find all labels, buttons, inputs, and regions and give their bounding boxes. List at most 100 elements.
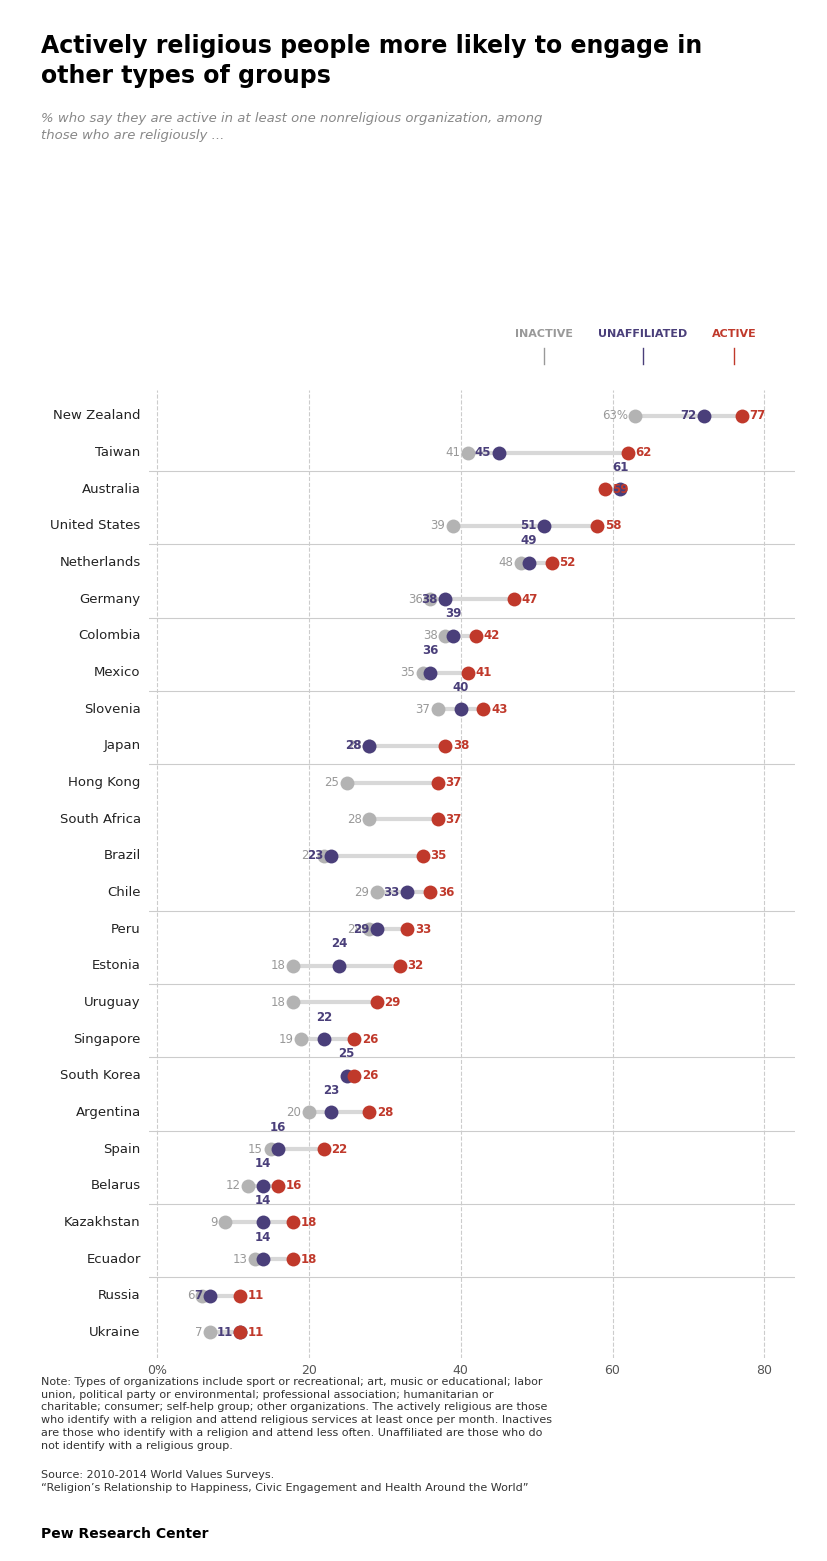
Text: 41: 41 bbox=[476, 667, 491, 679]
Text: 22: 22 bbox=[331, 1143, 347, 1155]
Point bbox=[469, 623, 482, 648]
Text: Source: 2010-2014 World Values Surveys.
“Religion’s Relationship to Happiness, C: Source: 2010-2014 World Values Surveys. … bbox=[41, 1470, 528, 1492]
Text: 38: 38 bbox=[421, 593, 437, 606]
Point bbox=[317, 1027, 330, 1052]
Point bbox=[294, 1027, 308, 1052]
Text: 16: 16 bbox=[270, 1121, 286, 1133]
Text: 28: 28 bbox=[345, 740, 361, 752]
Text: 38: 38 bbox=[452, 740, 469, 752]
Point bbox=[537, 514, 550, 539]
Text: Note: Types of organizations include sport or recreational; art, music or educat: Note: Types of organizations include spo… bbox=[41, 1377, 552, 1450]
Point bbox=[256, 1247, 270, 1272]
Point bbox=[431, 770, 444, 795]
Point bbox=[590, 514, 603, 539]
Point bbox=[438, 587, 452, 612]
Text: 18: 18 bbox=[301, 1216, 317, 1229]
Text: 22: 22 bbox=[301, 849, 316, 862]
Text: INACTIVE: INACTIVE bbox=[514, 329, 572, 339]
Point bbox=[362, 734, 375, 759]
Text: 9: 9 bbox=[210, 1216, 218, 1229]
Text: 49: 49 bbox=[520, 534, 537, 548]
Point bbox=[248, 1247, 261, 1272]
Point bbox=[362, 916, 375, 941]
Point bbox=[286, 954, 299, 979]
Text: 12: 12 bbox=[225, 1179, 240, 1193]
Text: 16: 16 bbox=[285, 1179, 302, 1193]
Text: 62: 62 bbox=[634, 446, 651, 459]
Point bbox=[431, 696, 444, 721]
Text: 29: 29 bbox=[354, 887, 369, 899]
Point bbox=[506, 587, 519, 612]
Text: 42: 42 bbox=[483, 629, 500, 643]
Point bbox=[340, 770, 353, 795]
Text: 28: 28 bbox=[347, 740, 361, 752]
Point bbox=[286, 1210, 299, 1235]
Text: 15: 15 bbox=[248, 1143, 263, 1155]
Point bbox=[400, 916, 414, 941]
Point bbox=[324, 843, 337, 868]
Point bbox=[696, 403, 710, 428]
Point bbox=[438, 623, 452, 648]
Point bbox=[264, 1136, 277, 1161]
Text: 51: 51 bbox=[519, 520, 536, 532]
Point bbox=[362, 807, 375, 832]
Text: 39: 39 bbox=[444, 607, 461, 620]
Point bbox=[423, 660, 437, 685]
Text: 61: 61 bbox=[611, 460, 628, 475]
Text: 58: 58 bbox=[605, 520, 621, 532]
Point bbox=[241, 1174, 254, 1199]
Point bbox=[544, 549, 557, 574]
Text: 19: 19 bbox=[278, 1033, 293, 1046]
Point bbox=[203, 1283, 216, 1308]
Point bbox=[370, 916, 383, 941]
Text: 23: 23 bbox=[323, 1083, 339, 1097]
Text: 14: 14 bbox=[255, 1194, 271, 1207]
Text: 43: 43 bbox=[490, 702, 507, 715]
Point bbox=[317, 1136, 330, 1161]
Point bbox=[271, 1174, 284, 1199]
Point bbox=[415, 660, 428, 685]
Text: 18: 18 bbox=[270, 996, 285, 1008]
Text: 14: 14 bbox=[255, 1157, 271, 1171]
Point bbox=[431, 807, 444, 832]
Point bbox=[233, 1321, 246, 1346]
Point bbox=[446, 514, 459, 539]
Point bbox=[256, 1210, 270, 1235]
Text: 33: 33 bbox=[414, 923, 431, 935]
Text: 48: 48 bbox=[499, 556, 513, 570]
Text: 36: 36 bbox=[407, 593, 422, 606]
Text: 37: 37 bbox=[445, 813, 461, 826]
Text: 39: 39 bbox=[430, 520, 445, 532]
Point bbox=[256, 1174, 270, 1199]
Text: 36: 36 bbox=[437, 887, 453, 899]
Text: Pew Research Center: Pew Research Center bbox=[41, 1527, 208, 1541]
Text: 29: 29 bbox=[352, 923, 369, 935]
Text: % who say they are active in at least one nonreligious organization, among
those: % who say they are active in at least on… bbox=[41, 112, 543, 142]
Text: 14: 14 bbox=[255, 1230, 271, 1244]
Point bbox=[613, 476, 626, 501]
Text: 18: 18 bbox=[301, 1252, 317, 1266]
Point bbox=[423, 587, 437, 612]
Point bbox=[286, 990, 299, 1015]
Point bbox=[271, 1136, 284, 1161]
Point bbox=[340, 1063, 353, 1088]
Text: 22: 22 bbox=[315, 1010, 332, 1024]
Text: 77: 77 bbox=[748, 409, 765, 423]
Text: 23: 23 bbox=[307, 849, 323, 862]
Text: 37: 37 bbox=[415, 702, 430, 715]
Text: 40: 40 bbox=[452, 681, 468, 693]
Text: Actively religious people more likely to engage in
other types of groups: Actively religious people more likely to… bbox=[41, 34, 702, 87]
Text: 59: 59 bbox=[612, 482, 629, 496]
Point bbox=[362, 1101, 375, 1125]
Point bbox=[438, 734, 452, 759]
Point bbox=[522, 549, 535, 574]
Text: 7: 7 bbox=[194, 1325, 202, 1339]
Text: UNAFFILIATED: UNAFFILIATED bbox=[598, 329, 686, 339]
Point bbox=[317, 843, 330, 868]
Point bbox=[598, 476, 611, 501]
Text: 45: 45 bbox=[474, 446, 490, 459]
Text: 35: 35 bbox=[399, 667, 414, 679]
Text: 18: 18 bbox=[270, 960, 285, 973]
Text: 26: 26 bbox=[361, 1033, 378, 1046]
Point bbox=[423, 880, 437, 905]
